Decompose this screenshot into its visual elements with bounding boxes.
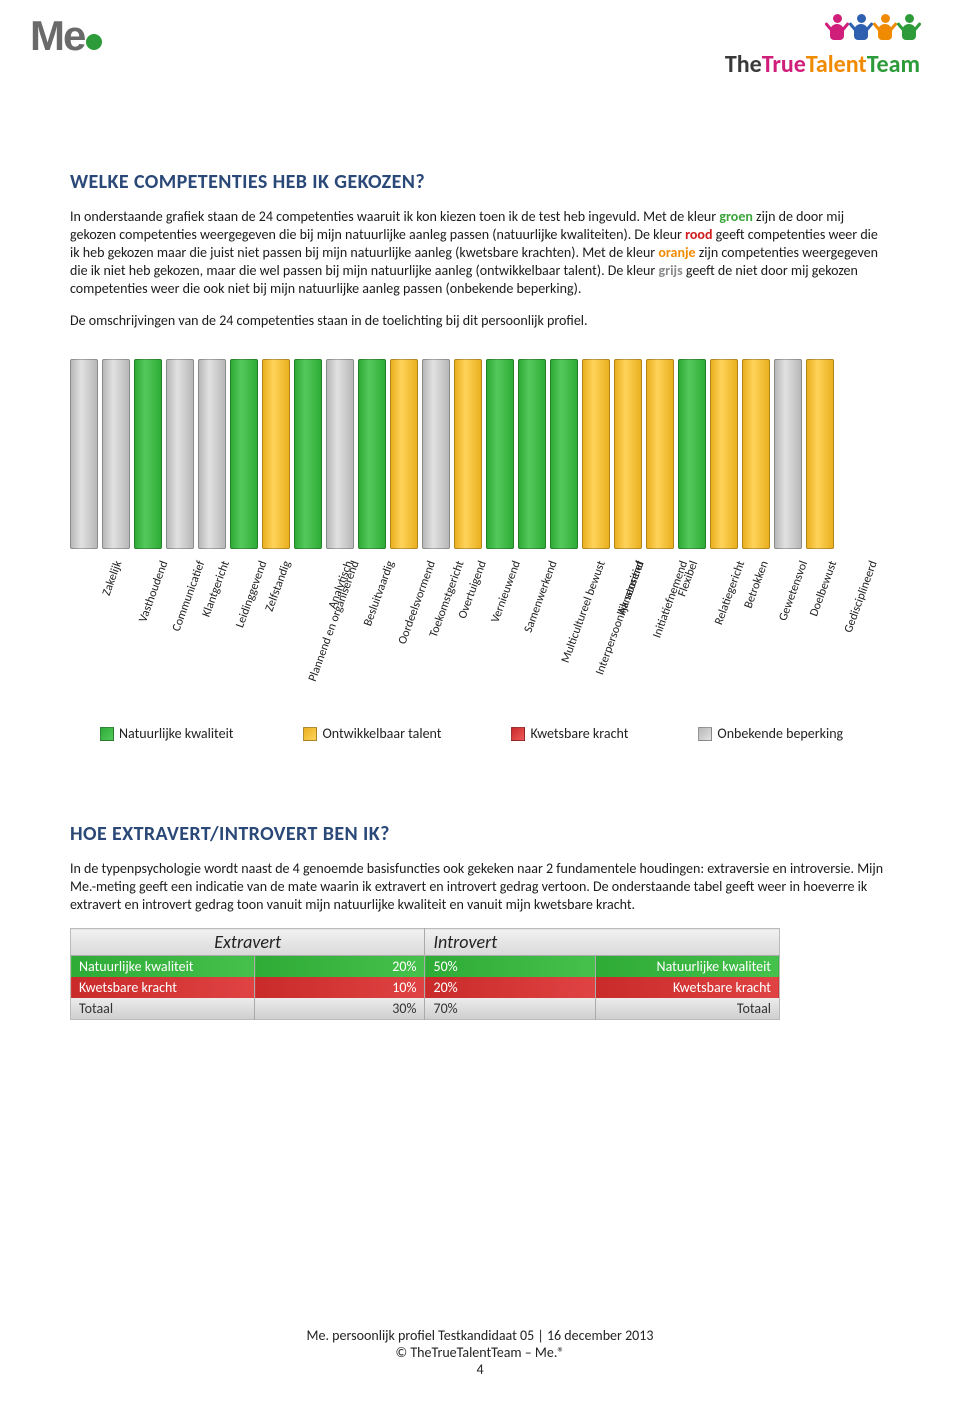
legend-item: Onbekende beperking bbox=[698, 725, 843, 742]
chart-bar bbox=[518, 359, 546, 549]
footer-line-2: © TheTrueTalentTeam – Me.® bbox=[0, 1344, 960, 1361]
table-cell: Natuurlijke kwaliteit bbox=[595, 956, 779, 978]
chart-bar bbox=[134, 359, 162, 549]
competency-chart bbox=[70, 359, 838, 549]
legend-label: Onbekende beperking bbox=[717, 725, 843, 742]
legend-item: Kwetsbare kracht bbox=[511, 725, 628, 742]
legend-swatch bbox=[511, 727, 525, 741]
chart-bar bbox=[582, 359, 610, 549]
table-cell: 50% bbox=[425, 956, 595, 978]
table-cell: 70% bbox=[425, 998, 595, 1020]
legend-swatch bbox=[100, 727, 114, 741]
chart-label: Zakelijk bbox=[70, 553, 102, 723]
logo-right-text: TheTrueTalentTeam bbox=[725, 50, 920, 79]
section1-title: WELKE COMPETENTIES HEB IK GEKOZEN? bbox=[70, 170, 890, 194]
section1-body: In onderstaande grafiek staan de 24 comp… bbox=[70, 208, 890, 298]
chart-bar bbox=[390, 359, 418, 549]
table-cell: Kwetsbare kracht bbox=[71, 977, 255, 998]
thetruetalentteam-logo: TheTrueTalentTeam bbox=[725, 12, 920, 79]
legend-item: Ontwikkelbaar talent bbox=[303, 725, 441, 742]
chart-bar bbox=[646, 359, 674, 549]
chart-bar bbox=[806, 359, 834, 549]
table-row: Natuurlijke kwaliteit20%50%Natuurlijke k… bbox=[71, 956, 780, 978]
chart-bar bbox=[710, 359, 738, 549]
table-header-extravert: Extravert bbox=[71, 929, 425, 956]
chart-bar bbox=[198, 359, 226, 549]
me-logo-dot bbox=[86, 34, 102, 50]
table-cell: Kwetsbare kracht bbox=[595, 977, 779, 998]
chart-bar bbox=[262, 359, 290, 549]
chart-bar bbox=[774, 359, 802, 549]
section2-title: HOE EXTRAVERT/INTROVERT BEN IK? bbox=[70, 822, 890, 846]
table-row: Totaal30%70%Totaal bbox=[71, 998, 780, 1020]
legend-label: Ontwikkelbaar talent bbox=[322, 725, 441, 742]
chart-bar bbox=[422, 359, 450, 549]
competency-chart-labels: ZakelijkVasthoudendCommunicatiefKlantger… bbox=[70, 553, 838, 723]
footer-page-number: 4 bbox=[0, 1361, 960, 1378]
table-header-introvert: Introvert bbox=[425, 929, 780, 956]
table-cell: Natuurlijke kwaliteit bbox=[71, 956, 255, 978]
legend-item: Natuurlijke kwaliteit bbox=[100, 725, 233, 742]
competency-chart-legend: Natuurlijke kwaliteit Ontwikkelbaar talen… bbox=[70, 725, 890, 742]
me-logo-text: Me bbox=[30, 12, 84, 60]
table-cell: 30% bbox=[255, 998, 425, 1020]
table-cell: Totaal bbox=[595, 998, 779, 1020]
legend-swatch bbox=[303, 727, 317, 741]
chart-bar bbox=[358, 359, 386, 549]
chart-bar bbox=[486, 359, 514, 549]
section1-caption: De omschrijvingen van de 24 competenties… bbox=[70, 312, 890, 330]
legend-label: Natuurlijke kwaliteit bbox=[119, 725, 233, 742]
section2-body: In de typenpsychologie wordt naast de 4 … bbox=[70, 860, 890, 914]
table-cell: 20% bbox=[425, 977, 595, 998]
me-logo: Me bbox=[30, 12, 102, 60]
page-header: Me TheTrueTalentTeam bbox=[70, 22, 890, 110]
chart-bar bbox=[742, 359, 770, 549]
chart-bar bbox=[230, 359, 258, 549]
chart-bar bbox=[70, 359, 98, 549]
legend-swatch bbox=[698, 727, 712, 741]
logo-people-icon bbox=[725, 12, 920, 48]
table-cell: 10% bbox=[255, 977, 425, 998]
chart-bar bbox=[102, 359, 130, 549]
legend-label: Kwetsbare kracht bbox=[530, 725, 628, 742]
chart-bar bbox=[614, 359, 642, 549]
extravert-introvert-table: Extravert Introvert Natuurlijke kwalitei… bbox=[70, 928, 780, 1020]
chart-bar bbox=[294, 359, 322, 549]
table-row: Kwetsbare kracht10%20%Kwetsbare kracht bbox=[71, 977, 780, 998]
table-cell: Totaal bbox=[71, 998, 255, 1020]
chart-bar bbox=[550, 359, 578, 549]
chart-bar bbox=[454, 359, 482, 549]
footer-line-1: Me. persoonlijk profiel Testkandidaat 05… bbox=[0, 1327, 960, 1344]
chart-bar bbox=[678, 359, 706, 549]
chart-bar bbox=[326, 359, 354, 549]
page-footer: Me. persoonlijk profiel Testkandidaat 05… bbox=[0, 1327, 960, 1378]
table-cell: 20% bbox=[255, 956, 425, 978]
chart-bar bbox=[166, 359, 194, 549]
